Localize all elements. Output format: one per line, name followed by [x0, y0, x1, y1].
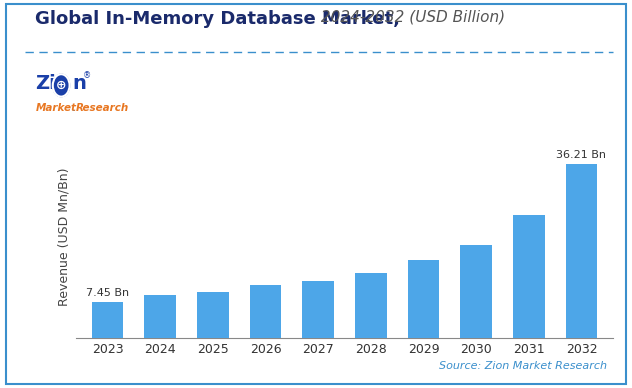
Bar [566, 164, 597, 338]
Text: 2024-2032 (USD Billion): 2024-2032 (USD Billion) [316, 10, 505, 25]
Text: ®: ® [83, 71, 91, 80]
Text: n: n [72, 74, 86, 93]
Text: Zi: Zi [35, 74, 56, 93]
Circle shape [53, 74, 70, 97]
Text: Research: Research [76, 103, 129, 113]
Text: Global In-Memory Database Market,: Global In-Memory Database Market, [35, 10, 400, 28]
Text: Market: Market [36, 103, 77, 113]
Bar [250, 285, 281, 338]
Y-axis label: Revenue (USD Mn/Bn): Revenue (USD Mn/Bn) [58, 168, 70, 306]
Bar [460, 245, 492, 338]
Bar [513, 215, 545, 338]
Bar [408, 260, 439, 338]
Text: ⊕: ⊕ [56, 79, 66, 92]
Bar [302, 281, 334, 338]
Text: 36.21 Bn: 36.21 Bn [556, 150, 607, 160]
Bar [355, 273, 387, 338]
Text: 7.45 Bn: 7.45 Bn [86, 288, 129, 298]
Text: .: . [71, 103, 75, 113]
Text: Source: Zion Market Research: Source: Zion Market Research [439, 360, 607, 371]
Bar [144, 295, 176, 338]
Bar [197, 292, 229, 338]
Text: CAGR : 19.20%: CAGR : 19.20% [51, 357, 167, 371]
Bar [92, 302, 123, 338]
